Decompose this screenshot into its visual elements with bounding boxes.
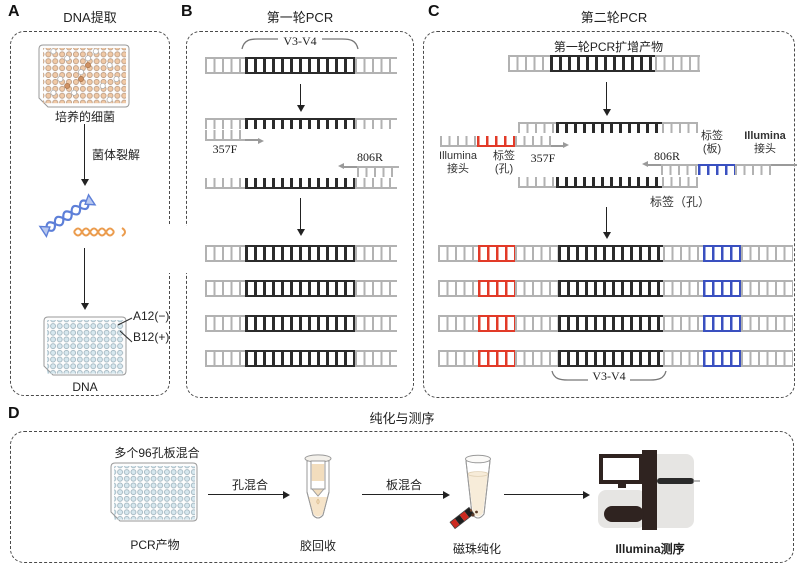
- 96-well-plate-pcr: [110, 462, 198, 522]
- tag-well-bottom-label: 标签（孔）: [649, 195, 710, 209]
- 96-well-plate-dna: [43, 316, 127, 376]
- tag-plate-right-label: 标签 (板): [701, 130, 723, 155]
- panel-a-letter: A: [8, 3, 20, 20]
- product-ladder-b-1: [205, 245, 397, 262]
- top-strand-b: [205, 118, 397, 129]
- pool-plates-label: 板混合: [385, 478, 422, 492]
- panel-c-letter: C: [428, 3, 440, 20]
- arrow-to-dna-plate: [80, 248, 89, 310]
- plates-pool-caption: 多个96孔板混合: [114, 446, 200, 460]
- product-ladder-b-3: [205, 315, 397, 332]
- reverse-primer-b: [344, 166, 399, 177]
- forward-primer-b: [205, 130, 258, 141]
- forward-primer-label-c: 357F: [530, 151, 556, 165]
- arrow-to-sequencer: [504, 490, 590, 499]
- panel-b-letter: B: [181, 3, 193, 20]
- panel-a-title: DNA提取: [63, 10, 117, 25]
- forward-primer-arrowhead-b: [258, 138, 264, 144]
- arrow-amplify-c: [602, 207, 611, 239]
- tag-well-left-label: 标签 (孔): [493, 150, 515, 175]
- panel-d-letter: D: [8, 405, 20, 422]
- panel-c-title: 第二轮PCR: [580, 10, 648, 25]
- arrow-denature-b: [296, 84, 305, 112]
- cultured-bacteria-caption: 培养的细菌: [54, 110, 115, 124]
- product-ladder-b-4: [205, 350, 397, 367]
- reverse-primer-arrowhead-c: [642, 161, 648, 167]
- product-ladder-b-2: [205, 280, 397, 297]
- gel-recovery-caption: 胶回收: [299, 539, 336, 553]
- tagged-product-ladder-3: [438, 315, 793, 332]
- arrow-denature-c: [602, 82, 611, 116]
- magnet-tube-icon: [449, 454, 491, 530]
- well-neg-label: A12(−): [133, 309, 170, 323]
- adapter-left-label: Illumina 接头: [439, 150, 477, 175]
- bottom-strand-b: [205, 178, 397, 189]
- v3v4-bracket-top: [241, 38, 359, 50]
- pool-wells-label: 孔混合: [231, 478, 268, 492]
- panel-b-box: [186, 31, 414, 398]
- pcr-product-caption: PCR产物: [130, 538, 180, 552]
- tailed-forward-primer-c: [440, 136, 563, 147]
- tagged-product-ladder-4: [438, 350, 793, 367]
- reverse-primer-label-b: 806R: [356, 150, 383, 164]
- arrow-pool-plates: [362, 490, 450, 499]
- panel-b-title: 第一轮PCR: [266, 10, 334, 25]
- forward-primer-label-b: 357F: [212, 142, 238, 156]
- sequencer-icon: [598, 450, 700, 530]
- well-pos-label: B12(+): [133, 330, 170, 344]
- v3v4-bracket-bottom: [551, 370, 667, 381]
- adapter-right-label: Illumina 接头: [744, 130, 786, 155]
- reverse-primer-label-c: 806R: [653, 149, 680, 163]
- dna-helix-icon: [38, 193, 126, 239]
- arrow-amplify-b: [296, 198, 305, 236]
- gel-column-icon: [304, 454, 332, 519]
- v3v4-region-label-b: V3-V4: [283, 34, 317, 48]
- arrow-pool-wells: [208, 490, 290, 499]
- illumina-sequencing-caption: Illumina测序: [615, 542, 685, 556]
- dna-caption: DNA: [72, 380, 98, 394]
- lysis-label: 菌体裂解: [92, 148, 141, 162]
- arrow-lysis: [80, 124, 89, 186]
- template-ladder-c: [508, 55, 700, 72]
- template-ladder-b: [205, 57, 397, 74]
- forward-primer-arrowhead-c: [563, 142, 569, 148]
- panel-d-title: 纯化与测序: [369, 411, 435, 426]
- tagged-product-ladder-2: [438, 280, 793, 297]
- panel-d-box: [10, 431, 794, 563]
- panel-c-box: [423, 31, 795, 398]
- panel-a-box: [10, 31, 170, 396]
- bottom-strand-c: [518, 177, 698, 188]
- reverse-primer-arrowhead-b: [338, 163, 344, 169]
- tagged-product-ladder-1: [438, 245, 793, 262]
- panel-a-b-opening: [162, 226, 194, 273]
- well-pointer-lines: [117, 317, 133, 343]
- v3v4-region-label-c: V3-V4: [592, 369, 626, 383]
- tailed-reverse-primer-c: [648, 164, 797, 175]
- round1-product-caption: 第一轮PCR扩增产物: [553, 40, 664, 54]
- top-strand-c: [518, 122, 698, 133]
- 96-well-plate-bacteria: [38, 44, 130, 108]
- bead-purify-caption: 磁珠纯化: [452, 542, 501, 556]
